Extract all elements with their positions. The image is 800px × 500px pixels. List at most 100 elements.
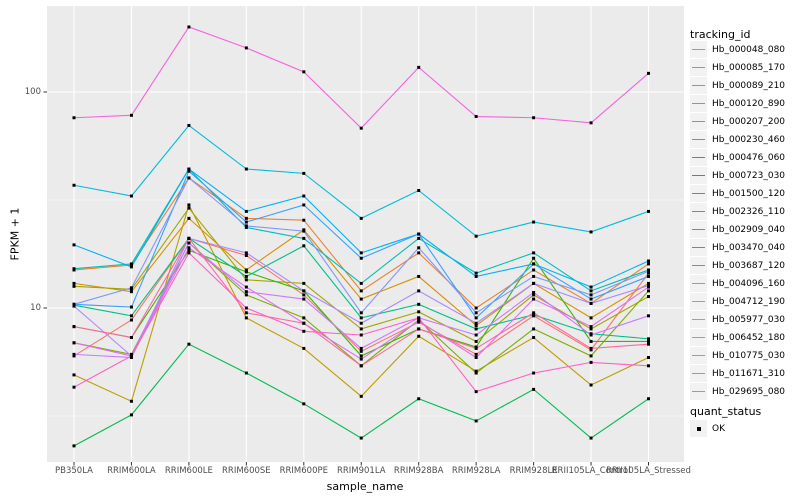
data-point (417, 310, 421, 314)
data-point (474, 333, 478, 337)
data-point (359, 281, 363, 285)
data-point (532, 336, 536, 340)
series-color-line-icon (692, 103, 705, 105)
data-point (417, 232, 421, 236)
data-point (244, 251, 248, 255)
data-point (129, 287, 133, 291)
legend-key-icon (690, 59, 707, 76)
data-point (129, 318, 133, 322)
data-point (474, 271, 478, 275)
data-point (129, 262, 133, 266)
legend-item-label: Hb_000120_890 (712, 98, 786, 109)
data-point (474, 327, 478, 331)
data-point (187, 342, 191, 346)
data-point (187, 176, 191, 180)
data-point (647, 337, 650, 341)
data-point (589, 333, 593, 337)
data-point (589, 360, 593, 364)
data-point (532, 220, 536, 224)
legend-item-label: Hb_029695_080 (712, 386, 786, 397)
data-point (359, 289, 363, 293)
x-tick-label: PB350LA (55, 466, 93, 476)
legend-key-icon (690, 239, 707, 256)
data-point (532, 293, 536, 297)
series-color-line-icon (692, 49, 705, 51)
data-point (532, 268, 536, 272)
data-point (302, 244, 306, 248)
legend-key-icon (690, 275, 707, 292)
data-point (474, 390, 478, 394)
data-point (244, 278, 248, 282)
data-point (647, 209, 650, 213)
data-point (417, 289, 421, 293)
legend-item-label: Hb_011671_310 (712, 368, 786, 379)
legend-item-label: Hb_004096_160 (712, 278, 786, 289)
data-point (72, 302, 76, 306)
data-point (359, 349, 363, 353)
data-point (532, 251, 536, 255)
data-point (72, 341, 76, 345)
data-point (589, 436, 593, 440)
data-point (72, 284, 76, 288)
legend-key-icon (690, 203, 707, 220)
data-point (417, 334, 421, 338)
y-tick-label: 10 (30, 303, 41, 313)
data-point (359, 126, 363, 130)
legend-item-Hb_004712_190: Hb_004712_190 (690, 293, 785, 310)
panel-background (47, 6, 684, 462)
data-point (359, 346, 363, 350)
x-tick-label: RRIM600LA (107, 466, 156, 476)
data-point (474, 355, 478, 359)
legend-key-icon (690, 221, 707, 238)
data-point (532, 116, 536, 120)
data-point (589, 301, 593, 305)
data-point (244, 254, 248, 258)
data-point (187, 216, 191, 220)
data-point (129, 113, 133, 117)
legend-key-icon (690, 113, 707, 130)
series-color-line-icon (692, 265, 705, 267)
legend-item-Hb_005977_030: Hb_005977_030 (690, 311, 785, 328)
data-point (72, 116, 76, 120)
data-point (72, 354, 76, 358)
data-point (72, 444, 76, 448)
data-point (647, 364, 650, 368)
legend-key-icon (690, 365, 707, 382)
data-point (187, 206, 191, 210)
legend-key-icon (690, 41, 707, 58)
data-point (129, 352, 133, 356)
data-point (187, 123, 191, 127)
legend-key-icon (690, 383, 707, 400)
data-point (129, 265, 133, 269)
data-point (589, 297, 593, 301)
data-point (244, 290, 248, 294)
data-point (417, 397, 421, 401)
legend-item-Hb_000089_210: Hb_000089_210 (690, 77, 785, 94)
legend-item-Hb_002326_110: Hb_002326_110 (690, 203, 785, 220)
data-point (647, 271, 650, 275)
legend-item-label: Hb_006452_180 (712, 332, 786, 343)
data-point (359, 311, 363, 315)
legend-item-Hb_006452_180: Hb_006452_180 (690, 329, 785, 346)
data-point (187, 25, 191, 29)
data-point (647, 397, 650, 401)
data-point (647, 259, 650, 263)
data-point (474, 352, 478, 356)
series-color-line-icon (692, 139, 705, 141)
data-point (129, 354, 133, 358)
series-color-line-icon (692, 85, 705, 87)
data-point (244, 224, 248, 228)
legend-key-icon (690, 293, 707, 310)
series-color-line-icon (692, 175, 705, 177)
data-point (129, 290, 133, 294)
data-point (532, 274, 536, 278)
data-point (474, 419, 478, 423)
legend-item-label: OK (712, 423, 725, 434)
data-point (72, 267, 76, 271)
data-point (302, 316, 306, 320)
data-point (532, 290, 536, 294)
data-point (589, 285, 593, 289)
data-point (417, 327, 421, 331)
data-point (302, 402, 306, 406)
data-point (244, 270, 248, 274)
